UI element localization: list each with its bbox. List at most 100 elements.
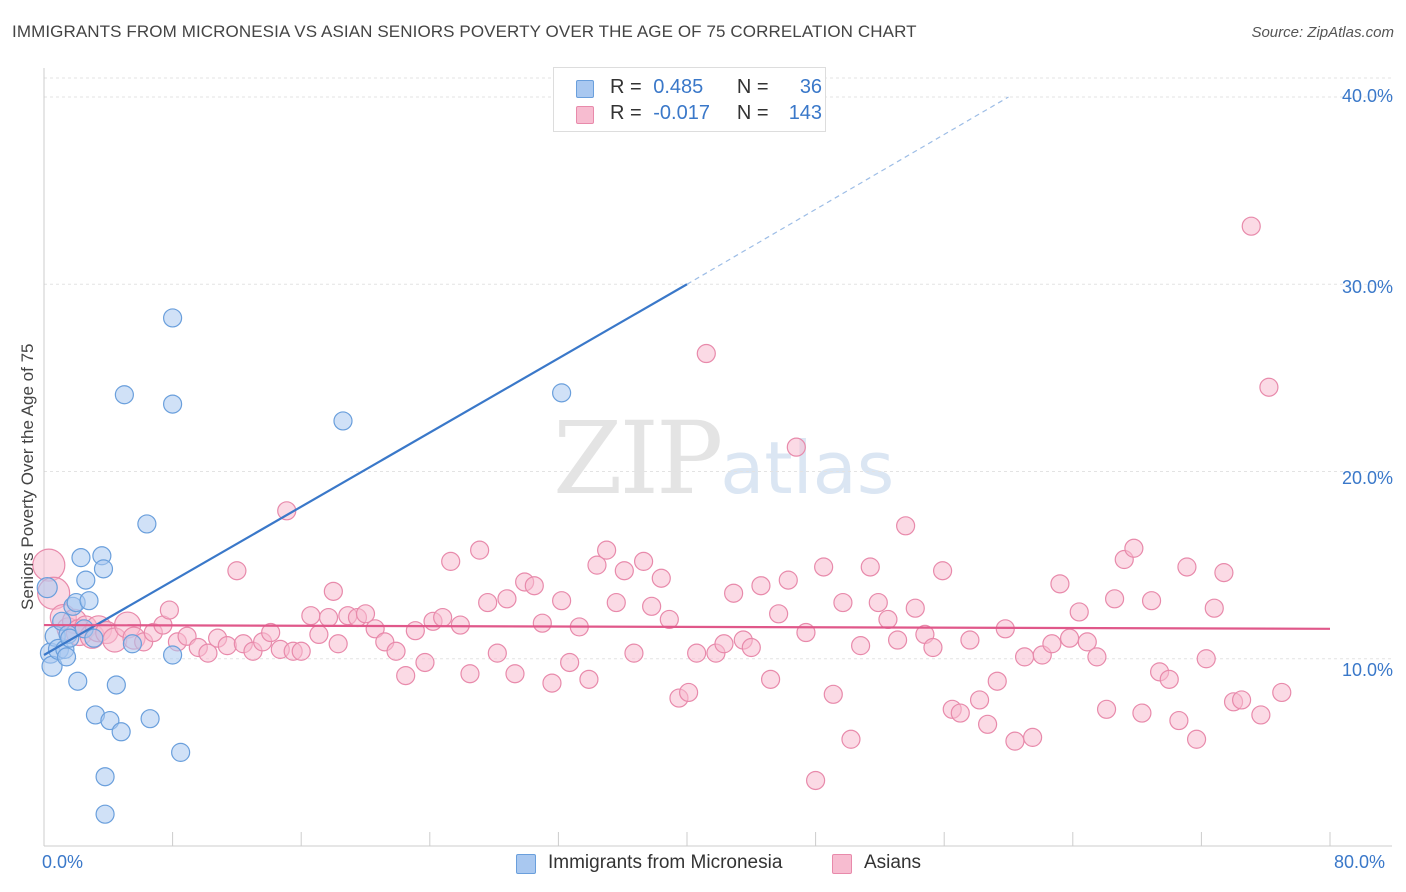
asians-point	[318, 607, 339, 628]
asians-point	[1132, 703, 1152, 723]
asians-point	[1059, 628, 1080, 648]
micronesia-point	[71, 548, 91, 568]
asians-point	[532, 613, 552, 633]
asians-point	[923, 637, 943, 658]
asians-point	[1124, 538, 1144, 558]
asians-point	[841, 729, 861, 749]
legend-swatch-asians	[576, 106, 594, 124]
asians-point	[987, 671, 1007, 691]
micronesia-point	[122, 634, 143, 654]
legend-n-label: N =	[736, 102, 769, 124]
asians-point	[760, 669, 781, 689]
asians-point	[524, 576, 544, 596]
asians-point	[905, 598, 925, 618]
asians-point	[1241, 216, 1261, 236]
asians-point	[328, 634, 348, 654]
legend-n-value: 36	[799, 76, 823, 98]
asians-point	[887, 630, 908, 650]
asians-point	[687, 643, 707, 663]
asians-point	[814, 557, 834, 577]
micronesia-trend-line	[43, 283, 688, 656]
asians-point	[159, 600, 179, 620]
micronesia-point	[171, 742, 191, 762]
asians-point	[560, 652, 580, 673]
asians-point	[1023, 727, 1043, 747]
y-tick-label-20: 20.0%	[1341, 468, 1393, 488]
asians-point	[1042, 634, 1062, 654]
asians-point	[950, 703, 970, 723]
micronesia-point	[68, 671, 88, 691]
asians-point	[365, 619, 385, 639]
legend-n-value: 143	[788, 102, 823, 124]
micronesia-point	[552, 383, 572, 403]
asians-point	[1204, 598, 1224, 618]
bottom-legend-label-micronesia: Immigrants from Micronesia	[548, 852, 783, 873]
asians-point	[1196, 649, 1216, 669]
asians-point	[805, 770, 826, 791]
legend-r-label: R =	[610, 102, 642, 124]
bottom-legend-swatch-asians	[832, 854, 852, 874]
asians-point	[978, 714, 998, 734]
asians-point	[724, 583, 744, 603]
asians-point	[896, 516, 916, 536]
asians-point	[960, 630, 980, 650]
micronesia-point	[114, 385, 134, 405]
asians-point	[1005, 731, 1025, 751]
micronesia-point	[111, 722, 131, 742]
y-tick-label-40: 40.0%	[1341, 86, 1393, 106]
x-tick-label-min: 0.0%	[42, 852, 84, 872]
micronesia-point	[140, 709, 160, 729]
asians-point	[1214, 563, 1234, 583]
micronesia-trend-extension	[686, 96, 1009, 285]
asians-point	[217, 636, 237, 656]
micronesia-point	[163, 394, 183, 414]
chart-source: Source: ZipAtlas.com	[1251, 24, 1394, 41]
asians-point	[433, 607, 453, 628]
asians-point	[1096, 699, 1117, 719]
micronesia-point	[95, 804, 115, 824]
asians-point	[1014, 647, 1035, 667]
asians-point	[606, 592, 626, 613]
asians-point	[1141, 591, 1162, 611]
correlation-legend: R = 0.485 N = 36 R = -0.017 N = 143	[553, 67, 826, 132]
legend-r-label: R =	[610, 76, 642, 98]
asians-point	[386, 641, 406, 661]
micronesia-point	[137, 514, 157, 534]
asians-point	[878, 609, 898, 630]
micronesia-point	[79, 591, 99, 611]
asians-point	[823, 684, 843, 704]
legend-n-label: N =	[736, 76, 769, 98]
micronesia-point	[163, 308, 183, 328]
micronesia-point	[36, 576, 58, 599]
legend-r-value: 0.485	[653, 76, 704, 98]
asians-point	[696, 343, 716, 364]
asians-point	[478, 592, 498, 613]
asians-point	[769, 604, 789, 624]
asians-point	[1104, 589, 1125, 609]
asians-point	[579, 669, 599, 689]
asians-point	[679, 682, 699, 703]
asians-point	[642, 596, 662, 616]
asians-point	[497, 589, 517, 609]
asians-point	[291, 641, 311, 661]
asians-point	[1069, 602, 1089, 622]
asians-point	[659, 609, 679, 630]
asians-point	[860, 557, 880, 577]
asians-point	[633, 551, 654, 571]
asians-point	[1177, 557, 1197, 577]
asians-point	[355, 604, 376, 624]
asians-point	[1169, 710, 1189, 731]
asians-point	[1087, 647, 1107, 667]
asians-point	[415, 652, 435, 673]
micronesia-point	[95, 767, 115, 787]
asians-point	[505, 664, 525, 684]
asians-point	[1259, 377, 1279, 397]
asians-point	[1251, 705, 1271, 725]
asians-point	[405, 621, 425, 641]
asians-trend-line	[43, 623, 1331, 630]
asians-point	[460, 664, 480, 684]
asians-point	[396, 666, 416, 686]
asians-point	[441, 551, 461, 571]
asians-point	[868, 592, 888, 613]
